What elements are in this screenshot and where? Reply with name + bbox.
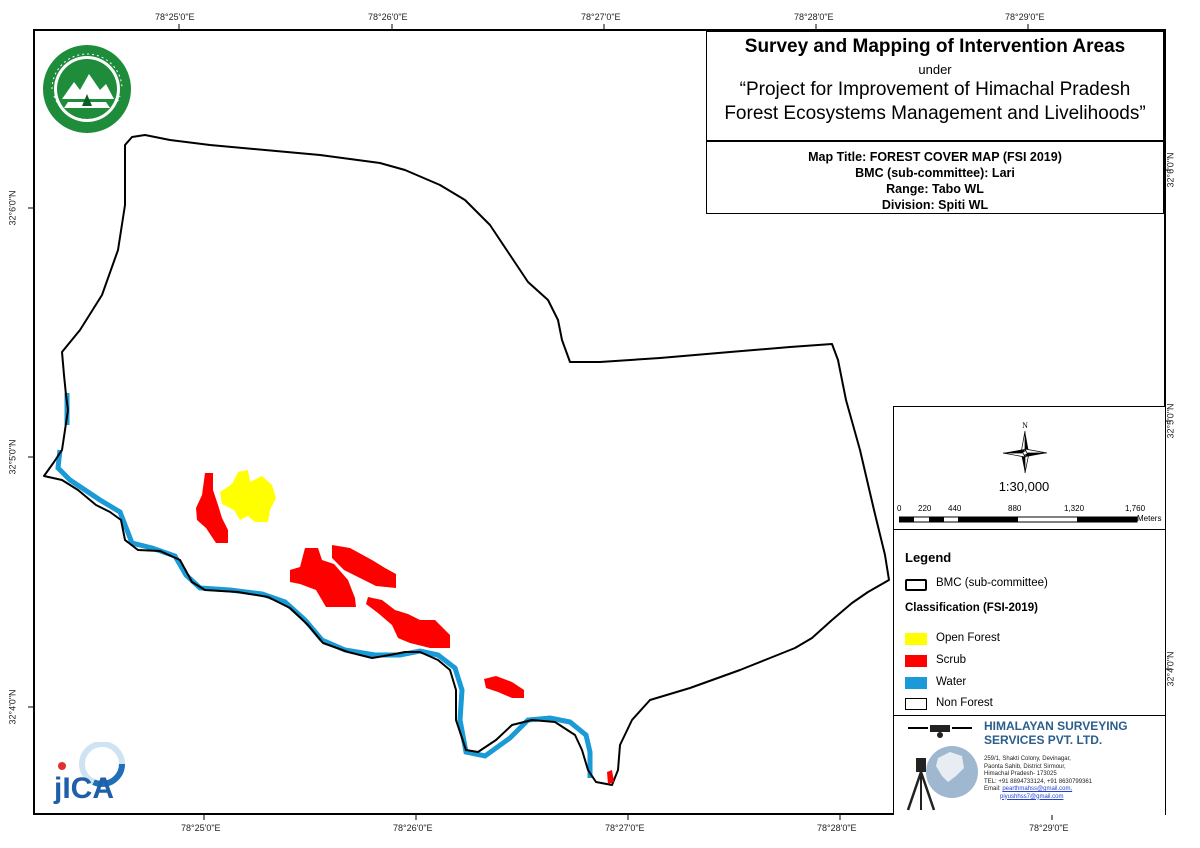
north-arrow-icon: N	[1002, 421, 1048, 474]
hp-forest-emblem	[43, 45, 131, 133]
bmc-legend-label: BMC (sub-committee)	[936, 577, 1048, 589]
phone-line: TEL: +91 8894733124, +91 8630799361	[984, 778, 1093, 785]
bmc-swatch	[905, 579, 927, 591]
scrub-swatch	[905, 655, 927, 667]
scale-tick-label: 1,760	[1125, 504, 1146, 513]
bmc-text: BMC (sub-committee): Lari	[855, 166, 1015, 180]
map-title-text: Map Title: FOREST COVER MAP (FSI 2019)	[808, 150, 1062, 164]
company-block: HIMALAYAN SURVEYING SERVICES PVT. LTD. 2…	[894, 716, 1165, 816]
bottom-lon-label: 78°25'0"E	[181, 823, 221, 833]
classification-title: Classification (FSI-2019)	[905, 602, 1038, 614]
legend: Legend BMC (sub-committee) Classificatio…	[894, 530, 1165, 716]
graticule-ticks	[28, 24, 1171, 820]
company-address: 259/1, Shakti Colony, Devinagar, Paonta …	[984, 756, 1092, 801]
open-forest-label: Open Forest	[936, 632, 1000, 644]
title-block: Survey and Mapping of Intervention Areas…	[706, 31, 1164, 141]
address-line: Himachal Pradesh- 173025	[984, 771, 1057, 777]
non-forest-label: Non Forest	[936, 697, 993, 709]
company-name-line2: SERVICES PVT. LTD.	[984, 733, 1103, 747]
scale-tick-label: 1,320	[1064, 504, 1085, 513]
legend-title: Legend	[905, 550, 952, 565]
side-panel: N 1:30,000 0 220 440 880 1,320 1,760 Met…	[893, 406, 1165, 815]
title-under: under	[918, 62, 952, 77]
address-line: 259/1, Shakti Colony, Devinagar,	[984, 756, 1071, 762]
bmc-boundary	[43, 134, 890, 786]
map-frame	[33, 29, 1166, 815]
scale-tick-label: 0	[897, 504, 902, 513]
open-forest-patch	[220, 470, 276, 522]
email-link[interactable]: piyushhss7@gmail.com	[1000, 793, 1064, 800]
jica-logo: jICA	[53, 742, 125, 804]
map-main-title: Survey and Mapping of Intervention Areas	[744, 36, 1126, 57]
top-lon-label: 78°27'0"E	[581, 12, 621, 22]
company-name: HIMALAYAN SURVEYING SERVICES PVT. LTD.	[984, 719, 1128, 747]
scrub-patches	[196, 473, 614, 784]
north-label: N	[1022, 421, 1028, 430]
range-text: Range: Tabo WL	[886, 182, 984, 196]
map-info-block: Map Title: FOREST COVER MAP (FSI 2019) B…	[706, 141, 1164, 214]
scale-bar	[899, 516, 1138, 523]
bottom-lon-label: 78°27'0"E	[605, 823, 645, 833]
water-swatch	[905, 677, 927, 689]
bottom-lon-label: 78°28'0"E	[817, 823, 857, 833]
project-line-2: Forest Ecosystems Management and Livelih…	[724, 103, 1146, 124]
email-link[interactable]: pearthmahss@gmail.com,	[1002, 786, 1073, 792]
jica-wordmark: jICA	[53, 772, 114, 804]
scale-unit: Meters	[1137, 514, 1162, 523]
scale-tick-label: 880	[1008, 504, 1022, 513]
project-line-1: “Project for Improvement of Himachal Pra…	[739, 79, 1131, 100]
division-text: Division: Spiti WL	[881, 198, 989, 212]
bottom-lon-label: 78°26'0"E	[393, 823, 433, 833]
address-line: Paonta Sahib, District Sirmour,	[984, 763, 1066, 770]
top-lon-label: 78°26'0"E	[368, 12, 408, 22]
scrub-label: Scrub	[936, 654, 967, 666]
surveying-logo-icon	[906, 725, 978, 811]
bottom-lon-label: 78°29'0"E	[1029, 823, 1069, 833]
non-forest-swatch	[905, 698, 927, 710]
scale-ratio: 1:30,000	[998, 479, 1050, 494]
company-name-line1: HIMALAYAN SURVEYING	[984, 719, 1128, 733]
scale-section: N 1:30,000 0 220 440 880 1,320 1,760 Met…	[894, 407, 1165, 530]
top-lon-label: 78°25'0"E	[155, 12, 195, 22]
water-label: Water	[936, 676, 967, 688]
open-forest-swatch	[905, 633, 927, 645]
scale-tick-label: 440	[948, 504, 962, 513]
top-lon-label: 78°29'0"E	[1005, 12, 1045, 22]
scale-tick-label: 220	[918, 504, 932, 513]
top-lon-label: 78°28'0"E	[794, 12, 834, 22]
email-label: Email:	[984, 786, 1001, 792]
